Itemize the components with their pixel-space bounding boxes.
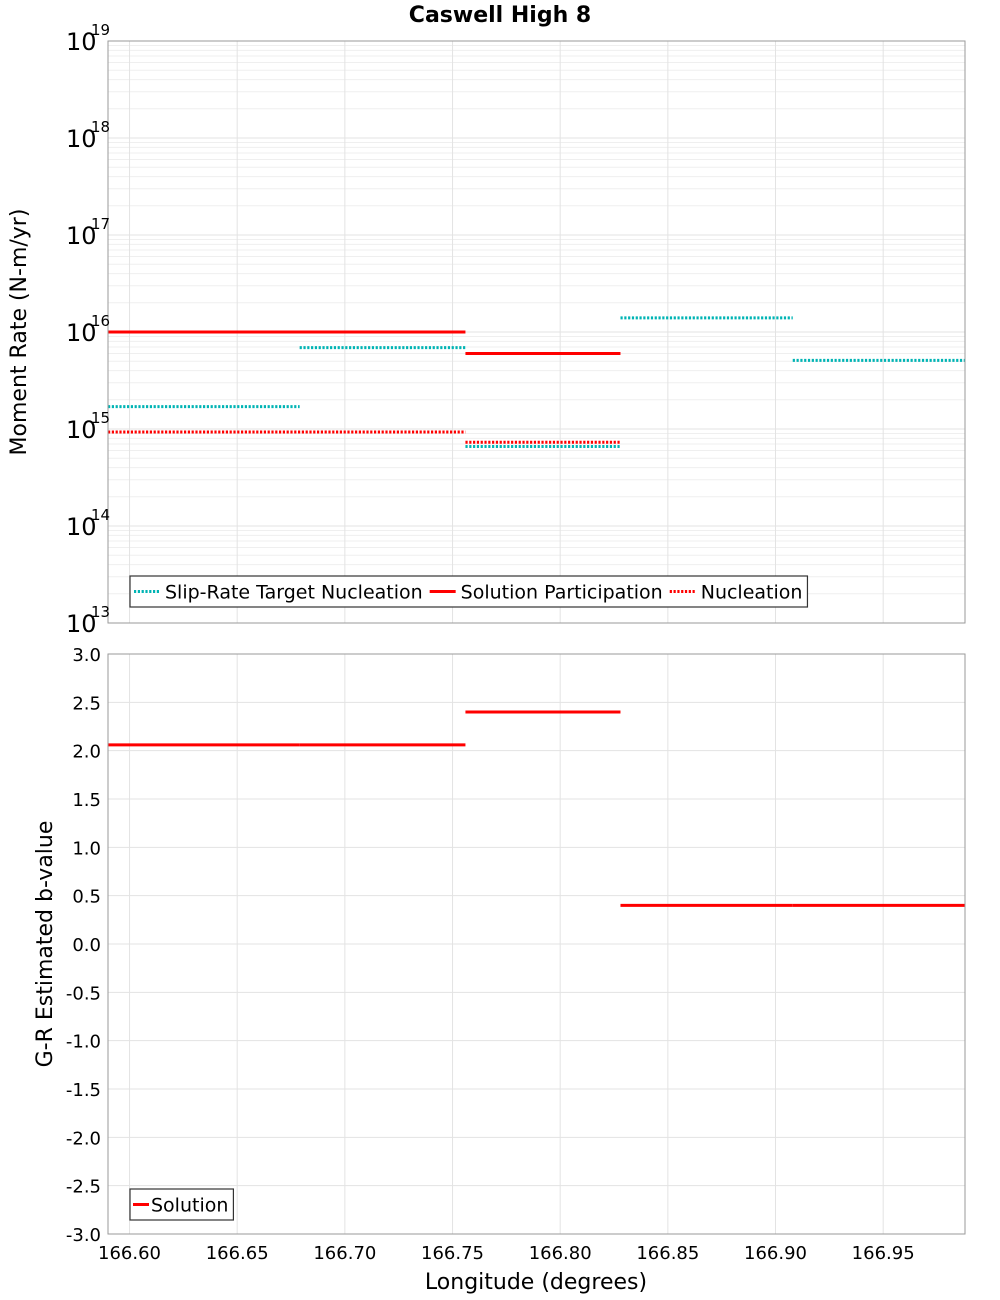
y-tick-base: 10 (66, 319, 97, 347)
y-tick-label: 1.0 (72, 838, 101, 859)
y-tick-label: 1.5 (72, 790, 101, 811)
legend-item: Slip-Rate Target Nucleation (134, 582, 423, 604)
x-tick-label: 166.75 (421, 1243, 484, 1264)
y-tick-exponent: 18 (91, 118, 110, 136)
series-nucleation (108, 430, 621, 444)
y-tick-exponent: 17 (91, 215, 110, 233)
bottom-plot-border (107, 653, 966, 1235)
bottom-y-axis-label: G-R Estimated b-value (33, 821, 58, 1068)
y-tick-label: -1.5 (66, 1080, 101, 1101)
y-tick-base: 10 (66, 222, 97, 250)
y-tick-base: 10 (66, 125, 97, 153)
y-tick-base: 10 (66, 416, 97, 444)
top-legend: Slip-Rate Target Nucleation Solution Part… (129, 575, 809, 608)
y-tick-label: 2.0 (72, 742, 101, 763)
top-series-group (108, 316, 965, 449)
series-solution-participation (108, 330, 621, 356)
y-tick-exponent: 19 (91, 21, 110, 39)
x-tick-labels: 166.60 166.65 166.70 166.75 166.80 166.85 166.… (98, 1243, 915, 1264)
y-tick-label: -1.0 (66, 1032, 101, 1053)
y-tick-exponent: 16 (91, 312, 110, 330)
top-gridlines (108, 40, 965, 624)
x-tick-label: 166.80 (529, 1243, 592, 1264)
x-tick-label: 166.65 (206, 1243, 269, 1264)
top-y-axis-label: Moment Rate (N-m/yr) (7, 209, 32, 456)
y-tick-exponent: 14 (91, 506, 110, 524)
y-tick-base: 10 (66, 28, 97, 56)
x-tick-label: 166.70 (313, 1243, 376, 1264)
legend-box (129, 1188, 235, 1221)
legend-item: Solution Participation (429, 582, 663, 604)
bottom-plot-area (107, 653, 966, 1235)
y-tick-label: -3.0 (66, 1225, 101, 1246)
top-plot-border (107, 40, 966, 624)
legend-item: Solution (133, 1195, 228, 1217)
y-tick-base: 10 (66, 513, 97, 541)
y-tick-label: -0.5 (66, 983, 101, 1004)
y-tick-base: 10 (66, 610, 97, 638)
bottom-series-group (108, 710, 965, 907)
top-plot-area (107, 40, 966, 624)
x-tick-label: 166.90 (744, 1243, 807, 1264)
chart-title: Caswell High 8 (409, 3, 591, 28)
legend-label: Slip-Rate Target Nucleation (165, 582, 423, 604)
y-tick-label: -2.0 (66, 1128, 101, 1149)
legend-label: Solution (151, 1195, 228, 1217)
bottom-legend: Solution (129, 1188, 235, 1221)
x-tick-label: 166.60 (98, 1243, 161, 1264)
y-tick-exponent: 13 (91, 603, 110, 621)
y-tick-label: -2.5 (66, 1177, 101, 1198)
series-slip-rate-target-nucleation (108, 316, 965, 449)
y-tick-exponent: 15 (91, 409, 110, 427)
y-tick-label: 3.0 (72, 645, 101, 666)
x-tick-label: 166.85 (636, 1243, 699, 1264)
legend-label: Solution Participation (461, 582, 663, 604)
y-tick-label: 0.0 (72, 935, 101, 956)
series-solution (108, 710, 965, 907)
y-tick-label: 0.5 (72, 887, 101, 908)
x-tick-label: 166.95 (852, 1243, 915, 1264)
legend-label: Nucleation (701, 582, 803, 604)
legend-item: Nucleation (669, 582, 803, 604)
bottom-y-tick-labels: -3.0 -2.5 -2.0 -1.5 -1.0 -0.5 0.0 0.5 1.0 1.5 2.0 2… (66, 645, 101, 1246)
x-axis-label: Longitude (degrees) (425, 1270, 647, 1295)
y-tick-label: 2.5 (72, 693, 101, 714)
